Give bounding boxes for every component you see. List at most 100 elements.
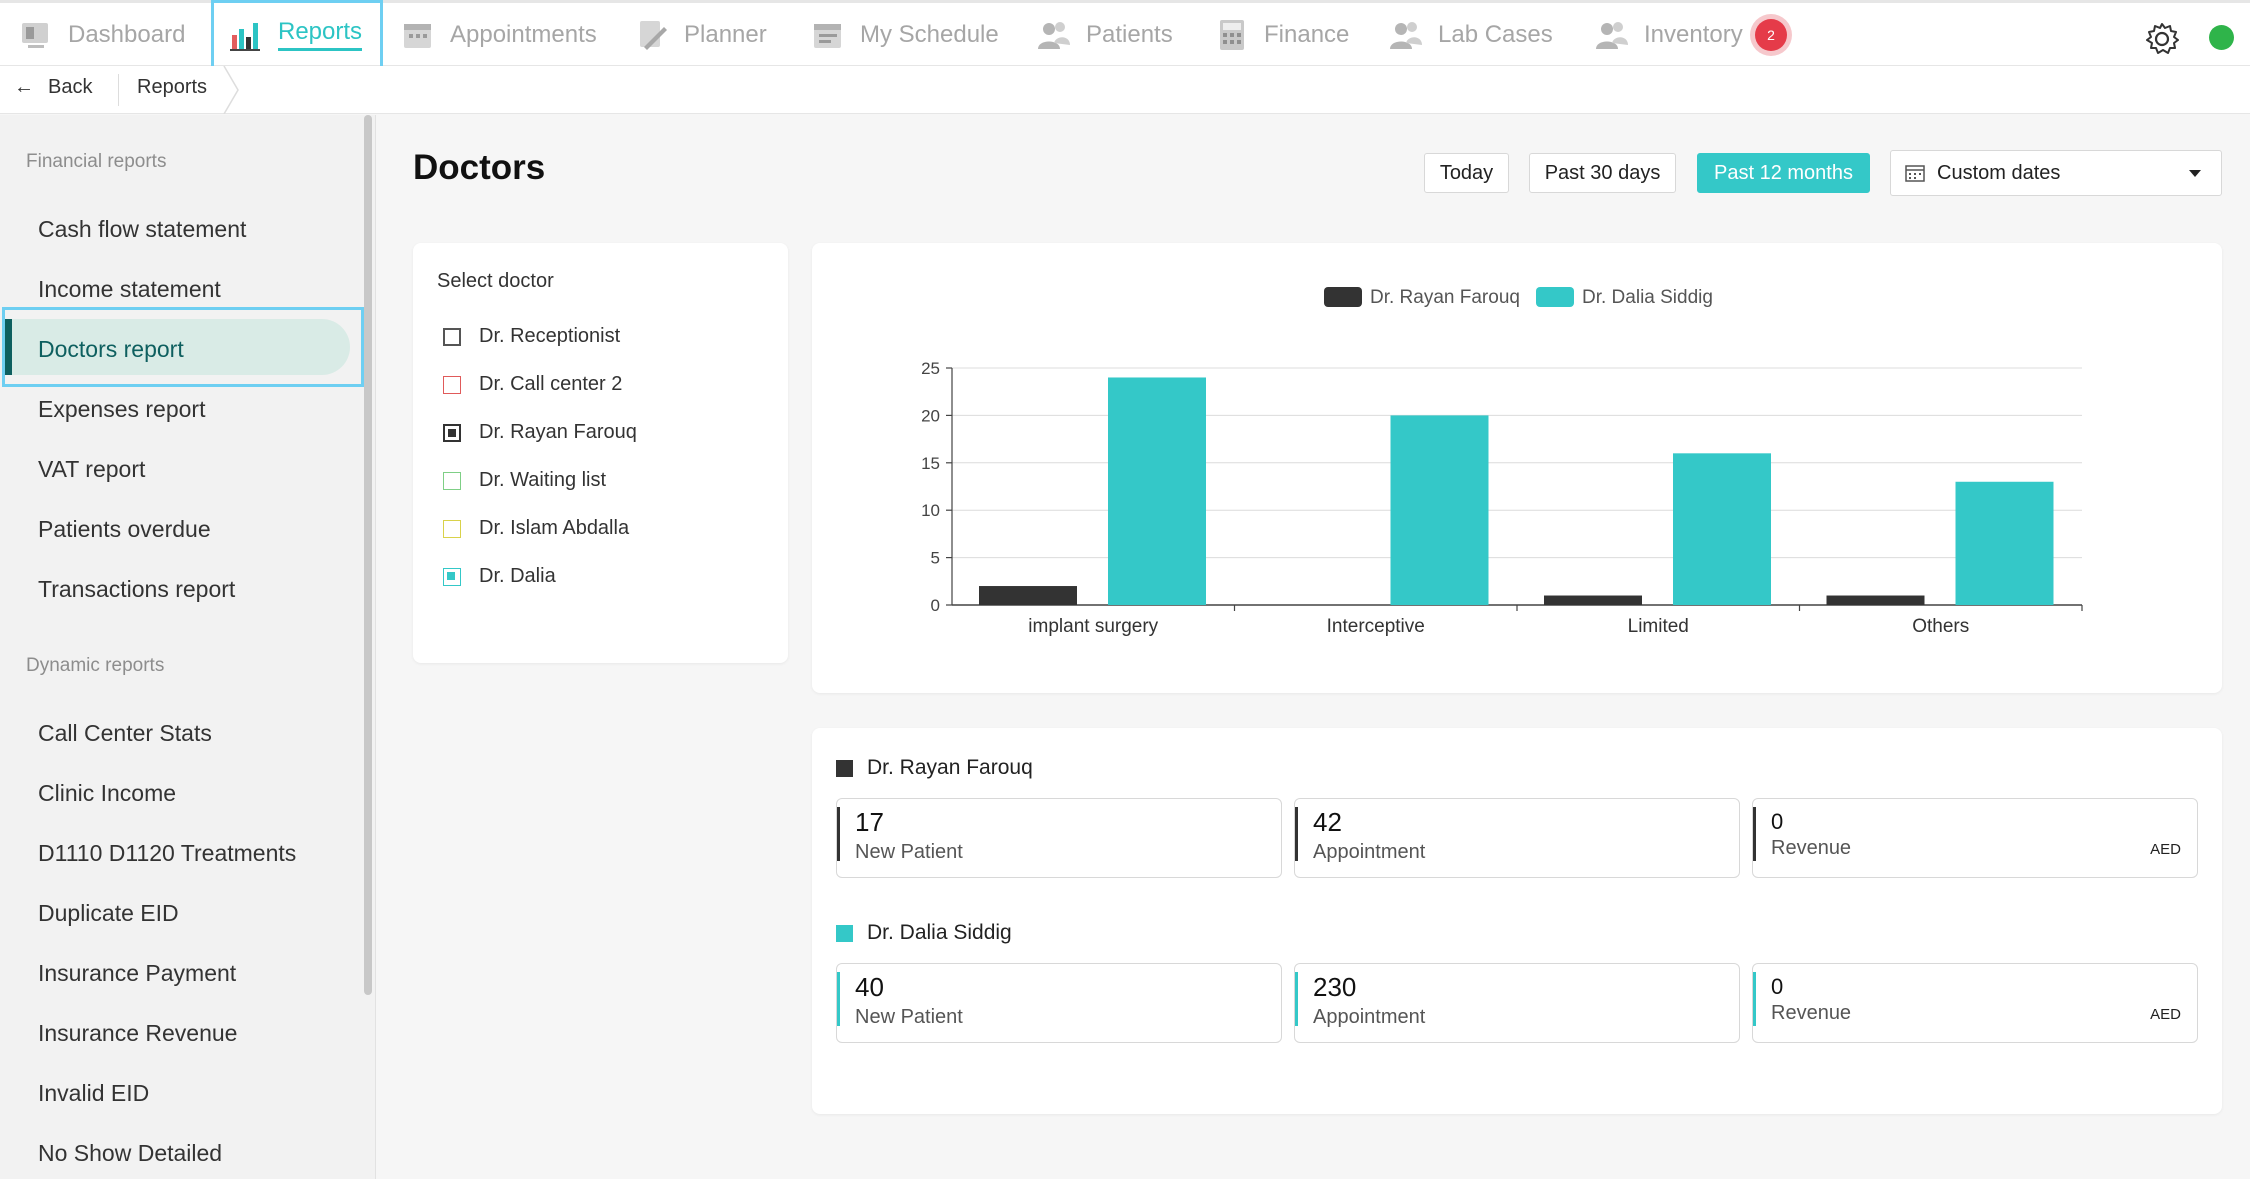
- calendar-icon: [1905, 165, 1925, 182]
- doctor-stats-header: Dr. Rayan Farouq: [836, 756, 1033, 780]
- doctor-checkbox-row[interactable]: Dr. Call center 2: [443, 373, 622, 396]
- stat-appointment: 230 Appointment: [1294, 963, 1740, 1043]
- doctor-checkbox-row[interactable]: Dr. Dalia: [443, 565, 556, 588]
- bar-1-0: [1108, 377, 1206, 605]
- filter-past-12-months-button[interactable]: Past 12 months: [1697, 153, 1870, 193]
- x-tick-label: Others: [1912, 616, 1969, 637]
- arrow-left-icon: ←: [14, 76, 34, 98]
- legend-swatch: [1324, 287, 1362, 307]
- doctor-checkbox-row[interactable]: Dr. Waiting list: [443, 469, 606, 492]
- nav-label: Inventory: [1644, 20, 1743, 48]
- doctor-checkbox-row[interactable]: Dr. Receptionist: [443, 325, 620, 348]
- gear-icon[interactable]: [2144, 21, 2180, 57]
- doctor-name: Dr. Waiting list: [479, 469, 607, 491]
- chevron-right-icon: [223, 66, 239, 114]
- stat-label: New Patient: [855, 1006, 963, 1028]
- sidebar-item-invalid-eid[interactable]: Invalid EID: [38, 1080, 150, 1106]
- checkbox[interactable]: [443, 471, 461, 490]
- nav-reports[interactable]: Reports: [228, 3, 363, 66]
- nav-finance[interactable]: Finance: [1214, 3, 1349, 66]
- dashboard-icon: [22, 22, 48, 48]
- reports-icon: [230, 22, 260, 51]
- y-tick-label: 25: [921, 359, 940, 378]
- sidebar-item-insurance-payment[interactable]: Insurance Payment: [38, 960, 237, 986]
- bar-1-1: [1390, 415, 1489, 605]
- sidebar-item-no-show-detailed[interactable]: No Show Detailed: [38, 1140, 223, 1166]
- sidebar-item-insurance-revenue[interactable]: Insurance Revenue: [38, 1020, 238, 1046]
- stat-label: Appointment: [1313, 841, 1426, 863]
- nav-planner[interactable]: Planner: [634, 3, 767, 66]
- reports-highlight-outline: [211, 0, 383, 74]
- legend-label: Dr. Dalia Siddig: [1582, 287, 1713, 308]
- nav-appointments[interactable]: Appointments: [400, 3, 597, 66]
- patients-icon: [1038, 21, 1070, 49]
- x-tick-label: implant surgery: [1028, 616, 1158, 637]
- sidebar-item-cash-flow[interactable]: Cash flow statement: [38, 216, 247, 242]
- stat-label: Appointment: [1313, 1006, 1426, 1028]
- bar-1-3: [1955, 481, 2054, 605]
- sidebar-scrollbar[interactable]: [364, 115, 372, 995]
- doctor-checkbox-row[interactable]: Dr. Islam Abdalla: [443, 517, 629, 540]
- nav-label: Appointments: [450, 20, 597, 48]
- y-tick-label: 0: [931, 596, 940, 615]
- bar-0-0: [979, 586, 1077, 605]
- checkbox[interactable]: [443, 327, 461, 346]
- breadcrumb: ← Back Reports: [0, 66, 2250, 114]
- sidebar-item-d1110-treatments[interactable]: D1110 D1120 Treatments: [38, 840, 297, 866]
- planner-icon: [640, 20, 667, 50]
- sidebar-item-clinic-income[interactable]: Clinic Income: [38, 780, 177, 806]
- doctor-select-card: Select doctor Dr. Receptionist Dr. Call …: [413, 243, 788, 663]
- nav-dashboard[interactable]: Dashboard: [18, 3, 185, 66]
- stat-revenue: 0 Revenue AED: [1752, 798, 2198, 878]
- nav-inventory[interactable]: Inventory: [1594, 3, 1743, 66]
- nav-patients[interactable]: Patients: [1036, 3, 1173, 66]
- chevron-down-icon: [2189, 170, 2201, 177]
- currency-label: AED: [2150, 841, 2181, 858]
- filter-today-button[interactable]: Today: [1424, 153, 1509, 193]
- nav-my-schedule[interactable]: My Schedule: [810, 3, 999, 66]
- doctor-stats-header: Dr. Dalia Siddig: [836, 921, 1012, 945]
- top-nav: Dashboard Reports Appointments Planner M…: [0, 0, 2250, 66]
- lab-icon: [1390, 21, 1422, 49]
- nav-label: Patients: [1086, 20, 1173, 48]
- checkbox[interactable]: [443, 375, 461, 394]
- sidebar-item-patients-overdue[interactable]: Patients overdue: [38, 516, 211, 542]
- sidebar-item-doctors-report[interactable]: Doctors report: [38, 336, 184, 362]
- y-tick-label: 20: [921, 406, 940, 425]
- sidebar-item-call-center-stats[interactable]: Call Center Stats: [38, 720, 212, 746]
- x-tick-label: Interceptive: [1327, 616, 1425, 637]
- sidebar-active-indicator: [5, 319, 350, 375]
- doctor-name: Dr. Islam Abdalla: [479, 517, 630, 539]
- back-button[interactable]: ← Back: [14, 76, 92, 99]
- nav-label: Lab Cases: [1438, 20, 1553, 48]
- select-doctor-title: Select doctor: [437, 270, 554, 292]
- series-color-swatch: [836, 759, 853, 777]
- finance-icon: [1220, 19, 1244, 50]
- inventory-icon: [1596, 21, 1628, 49]
- sidebar-item-income-statement[interactable]: Income statement: [38, 276, 221, 302]
- doctor-stats-name: Dr. Rayan Farouq: [867, 756, 1033, 779]
- sidebar-item-expenses-report[interactable]: Expenses report: [38, 396, 206, 422]
- sidebar-item-transactions-report[interactable]: Transactions report: [38, 576, 236, 602]
- sidebar-item-vat-report[interactable]: VAT report: [38, 456, 146, 482]
- bar-chart: 0 5 10 15 20 25 implant surgery Interceptive Lim…: [921, 287, 2083, 637]
- appointments-icon: [404, 23, 431, 48]
- custom-dates-label: Custom dates: [1937, 161, 2061, 184]
- checkbox-checked[interactable]: [443, 567, 461, 586]
- schedule-icon: [814, 23, 841, 48]
- nav-label: Planner: [684, 20, 767, 48]
- bar-0-3: [1826, 595, 1925, 605]
- custom-dates-select[interactable]: Custom dates: [1890, 150, 2222, 196]
- checkbox[interactable]: [443, 519, 461, 538]
- page-title: Doctors: [413, 148, 546, 187]
- legend-swatch: [1536, 287, 1574, 307]
- breadcrumb-reports[interactable]: Reports: [137, 76, 208, 98]
- sidebar-section-financial: Financial reports: [26, 151, 167, 172]
- series-color-swatch: [836, 924, 853, 942]
- sidebar-item-duplicate-eid[interactable]: Duplicate EID: [38, 900, 179, 926]
- filter-past-30-days-button[interactable]: Past 30 days: [1529, 153, 1676, 193]
- nav-lab-cases[interactable]: Lab Cases: [1388, 3, 1553, 66]
- doctor-checkbox-row[interactable]: Dr. Rayan Farouq: [443, 421, 637, 444]
- checkbox-checked[interactable]: [443, 423, 461, 442]
- stat-value: 42: [1313, 807, 1342, 837]
